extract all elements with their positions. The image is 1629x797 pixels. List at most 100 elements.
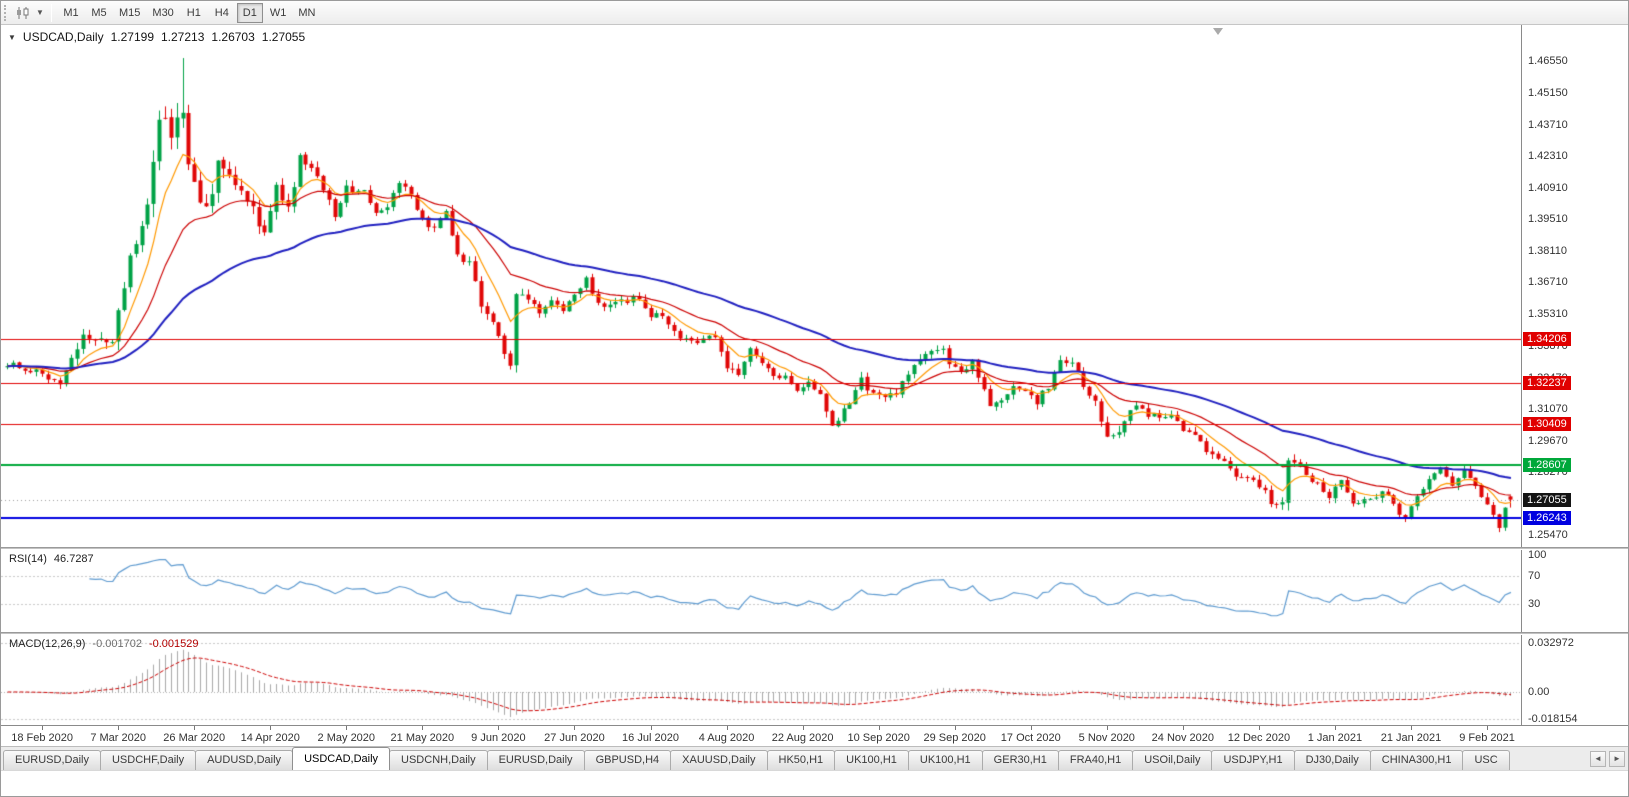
chart-area[interactable]: ▼ USDCAD,Daily 1.27199 1.27213 1.26703 1…	[1, 25, 1628, 746]
macd-scale-label: 0.00	[1528, 686, 1550, 698]
status-area	[1, 770, 1628, 796]
chart-tab-bar: EURUSD,Daily USDCHF,Daily AUDUSD,Daily USDC…	[1, 746, 1628, 770]
chart-tab-gbpusd-h4[interactable]: GBPUSD,H4	[583, 750, 672, 770]
date-tick-label: 27 Jun 2020	[544, 732, 605, 744]
timeframe-button-mn[interactable]: MN	[293, 3, 320, 23]
date-tick-mark	[194, 726, 196, 730]
candlestick-chart-icon	[17, 6, 29, 19]
price-level-badge: 1.32237	[1523, 376, 1571, 391]
date-tick-mark	[574, 726, 576, 730]
date-tick-mark	[878, 726, 880, 730]
timeframe-button-h4[interactable]: H4	[209, 3, 235, 23]
chart-tab-usdjpy-h1[interactable]: USDJPY,H1	[1211, 750, 1295, 770]
chart-tab-xauusd-daily[interactable]: XAUUSD,Daily	[670, 750, 768, 770]
chart-tab-eurusd-daily[interactable]: EURUSD,Daily	[3, 750, 101, 770]
rsi-scale-label: 100	[1528, 549, 1547, 561]
chart-tab-usdchf-daily[interactable]: USDCHF,Daily	[99, 750, 197, 770]
date-tick-mark	[118, 726, 120, 730]
price-tick-label: 1.35310	[1528, 307, 1568, 320]
price-level-badge: 1.27055	[1523, 492, 1571, 507]
macd-scale-label: -0.018154	[1528, 713, 1578, 725]
price-tick-label: 1.42310	[1528, 150, 1568, 163]
chart-tab-hk50-h1[interactable]: HK50,H1	[766, 750, 836, 770]
pane-splitter-rsi[interactable]	[1, 547, 1628, 550]
date-tick-label: 12 Dec 2020	[1227, 732, 1291, 744]
date-tick-mark	[346, 726, 348, 730]
price-tick-label: 1.29670	[1528, 434, 1568, 447]
chart-tab-ger30-h1[interactable]: GER30,H1	[981, 750, 1059, 770]
date-tick-mark	[498, 726, 500, 730]
date-tick-label: 14 Apr 2020	[240, 732, 300, 744]
chart-tab-usoil-daily[interactable]: USOil,Daily	[1132, 750, 1213, 770]
price-tick-label: 1.45150	[1528, 86, 1568, 99]
date-tick-mark	[650, 726, 652, 730]
tab-scroll-right-button[interactable]: ►	[1609, 751, 1625, 767]
date-tick-mark	[1030, 726, 1032, 730]
chart-tab-usdcad-daily[interactable]: USDCAD,Daily	[292, 747, 391, 770]
chart-tab-usc[interactable]: USC	[1462, 750, 1510, 770]
date-tick-label: 16 Jul 2020	[622, 732, 679, 744]
macd-main-value: -0.001702	[92, 638, 142, 650]
date-tick-label: 9 Jun 2020	[471, 732, 526, 744]
macd-scale-label: 0.032972	[1528, 637, 1574, 649]
chart-tab-usdcnh-daily[interactable]: USDCNH,Daily	[389, 750, 488, 770]
date-tick-label: 17 Oct 2020	[1000, 732, 1061, 744]
price-level-badge: 1.34206	[1523, 331, 1571, 346]
date-tick-label: 29 Sep 2020	[923, 732, 986, 744]
toolbar-separator	[51, 3, 52, 22]
chart-type-button[interactable]	[12, 3, 34, 23]
date-tick-label: 22 Aug 2020	[771, 732, 834, 744]
chart-tab-dj30-daily[interactable]: DJ30,Daily	[1293, 750, 1371, 770]
tab-scroll-left-button[interactable]: ◄	[1590, 751, 1606, 767]
price-tick-label: 1.36710	[1528, 276, 1568, 289]
date-tick-mark	[422, 726, 424, 730]
time-scale[interactable]: 18 Feb 2020 7 Mar 2020 26 Mar 2020 14 Apr 2…	[1, 725, 1628, 746]
chart-type-dropdown-icon[interactable]: ▼	[34, 3, 46, 23]
ohlc-open: 1.27199	[110, 30, 154, 44]
timeframe-button-m1[interactable]: M1	[58, 3, 84, 23]
rsi-indicator-value: 46.7287	[53, 553, 94, 565]
chart-shift-marker[interactable]	[1213, 28, 1223, 35]
chart-tab-uk100-h1[interactable]: UK100,H1	[834, 750, 909, 770]
chart-tab-eurusd-daily[interactable]: EURUSD,Daily	[486, 750, 585, 770]
price-tick-label: 1.39510	[1528, 213, 1568, 226]
date-tick-label: 2 May 2020	[317, 732, 376, 744]
date-tick-label: 4 Aug 2020	[698, 732, 755, 744]
chart-tab-audusd-daily[interactable]: AUDUSD,Daily	[195, 750, 294, 770]
timeframe-button-w1[interactable]: W1	[265, 3, 292, 23]
date-tick-label: 21 Jan 2021	[1380, 732, 1442, 744]
toolbar-grip[interactable]	[4, 4, 8, 21]
chart-tab-china300-h1[interactable]: CHINA300,H1	[1369, 750, 1464, 770]
date-tick-mark	[1182, 726, 1184, 730]
macd-indicator-canvas[interactable]	[1, 635, 1521, 725]
price-chart-canvas[interactable]	[1, 25, 1521, 547]
date-tick-label: 5 Nov 2020	[1078, 732, 1135, 744]
macd-signal-value: -0.001529	[148, 638, 199, 650]
date-tick-mark	[1411, 726, 1412, 730]
timeframe-button-h1[interactable]: H1	[181, 3, 207, 23]
price-level-badge: 1.26243	[1523, 510, 1571, 525]
price-level-badge: 1.30409	[1523, 417, 1571, 432]
date-tick-label: 9 Feb 2021	[1459, 732, 1515, 744]
date-tick-mark	[1106, 726, 1108, 730]
price-scale[interactable]: 1.46550 1.45150 1.43710 1.42310 1.40910 1.395…	[1521, 25, 1628, 746]
rsi-indicator-canvas[interactable]	[1, 550, 1521, 632]
date-tick-mark	[1487, 726, 1489, 730]
timeframe-button-m15[interactable]: M15	[114, 3, 145, 23]
price-tick-label: 1.40910	[1528, 181, 1568, 194]
rsi-label: RSI(14) 46.7287	[9, 553, 94, 565]
timeframe-button-m30[interactable]: M30	[147, 3, 178, 23]
chart-tab-uk100-h1[interactable]: UK100,H1	[907, 750, 983, 770]
timeframe-button-m5[interactable]: M5	[86, 3, 112, 23]
pane-splitter-macd[interactable]	[1, 632, 1628, 635]
chart-tab-fra40-h1[interactable]: FRA40,H1	[1057, 750, 1134, 770]
chart-title: ▼ USDCAD,Daily 1.27199 1.27213 1.26703 1…	[8, 30, 305, 44]
date-tick-label: 7 Mar 2020	[90, 732, 146, 744]
date-tick-label: 10 Sep 2020	[847, 732, 910, 744]
symbol-dropdown-icon[interactable]: ▼	[8, 32, 16, 42]
price-tick-label: 1.43710	[1528, 118, 1568, 131]
ohlc-close: 1.27055	[261, 30, 306, 44]
date-tick-mark	[1258, 726, 1260, 730]
date-tick-mark	[1334, 726, 1336, 730]
timeframe-button-d1[interactable]: D1	[236, 2, 263, 23]
